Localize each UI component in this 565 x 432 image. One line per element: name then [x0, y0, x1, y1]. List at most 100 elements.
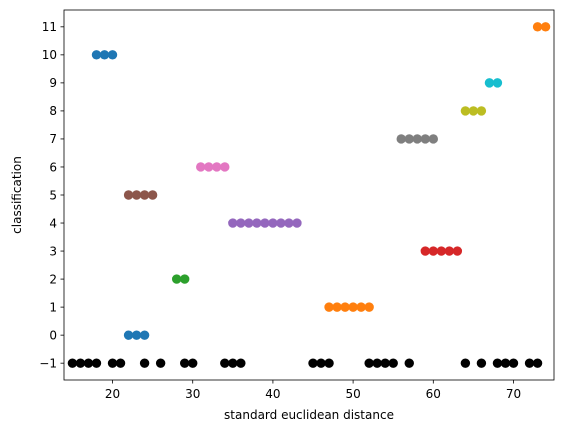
x-tick-label: 20 — [105, 387, 120, 401]
point-class-2-1 — [180, 274, 190, 284]
y-axis-label: classification — [10, 156, 24, 234]
point-class-8-0 — [460, 106, 471, 116]
point-class-3-1 — [428, 246, 438, 256]
point-class--1-8 — [180, 358, 190, 368]
point-class-6-0 — [196, 162, 206, 172]
point-class--1-15 — [324, 358, 334, 368]
y-tick-label: 5 — [49, 188, 57, 202]
point-class--1-9 — [188, 358, 198, 368]
point-class--1-27 — [532, 358, 543, 368]
point-class-1-4 — [356, 302, 366, 312]
point-class-3-3 — [444, 246, 455, 256]
point-class-9-1 — [492, 78, 503, 88]
x-tick-label: 30 — [185, 387, 200, 401]
point-class--1-19 — [388, 358, 398, 368]
point-class-4-7 — [284, 218, 294, 228]
point-class-8-2 — [476, 106, 487, 116]
point-class--1-6 — [139, 358, 150, 368]
point-class-10-1 — [99, 50, 110, 60]
y-tick-label: 0 — [49, 328, 57, 342]
point-class-4-1 — [236, 218, 246, 228]
y-tick-label: 8 — [49, 104, 57, 118]
point-class-4-0 — [228, 218, 238, 228]
y-axis-ticks: −1 0 1 2 3 4 5 6 7 8 9 10 11 — [39, 20, 64, 370]
point-class-9-0 — [484, 78, 495, 88]
point-class-7-2 — [412, 134, 422, 144]
data-points — [67, 22, 551, 368]
point-class--1-2 — [83, 358, 94, 368]
point-class-10-0 — [91, 50, 102, 60]
point-class-4-2 — [244, 218, 254, 228]
x-tick-label: 60 — [426, 387, 441, 401]
point-class--1-3 — [91, 358, 102, 368]
point-class--1-11 — [228, 358, 238, 368]
point-class-1-0 — [324, 302, 334, 312]
point-class-3-0 — [420, 246, 430, 256]
point-class--1-21 — [460, 358, 471, 368]
point-class-6-2 — [212, 162, 222, 172]
x-tick-label: 50 — [345, 387, 360, 401]
point-class--1-12 — [236, 358, 246, 368]
point-class-6-3 — [220, 162, 230, 172]
y-tick-label: 10 — [42, 48, 57, 62]
point-class--1-14 — [316, 358, 326, 368]
y-tick-label: 2 — [49, 272, 57, 286]
point-class-3-4 — [452, 246, 463, 256]
point-class-11-1 — [540, 22, 551, 32]
point-class--1-4 — [107, 358, 118, 368]
point-class-4-3 — [252, 218, 262, 228]
point-class-5-2 — [139, 190, 150, 200]
point-class-0-2 — [139, 330, 150, 340]
point-class-1-1 — [332, 302, 342, 312]
point-class--1-18 — [380, 358, 390, 368]
point-class-5-0 — [123, 190, 134, 200]
point-class--1-26 — [524, 358, 535, 368]
point-class-1-5 — [364, 302, 374, 312]
point-class-4-8 — [292, 218, 302, 228]
point-class--1-25 — [508, 358, 519, 368]
point-class-8-1 — [468, 106, 479, 116]
point-class--1-16 — [364, 358, 374, 368]
point-class--1-24 — [500, 358, 511, 368]
point-class--1-1 — [75, 358, 86, 368]
point-class-7-4 — [428, 134, 438, 144]
point-class-10-2 — [107, 50, 118, 60]
point-class--1-17 — [372, 358, 382, 368]
point-class--1-10 — [220, 358, 230, 368]
point-class--1-23 — [492, 358, 503, 368]
x-tick-label: 40 — [265, 387, 280, 401]
point-class-5-3 — [147, 190, 158, 200]
y-tick-label: 3 — [49, 244, 57, 258]
point-class-0-1 — [131, 330, 142, 340]
y-tick-label: 1 — [49, 300, 57, 314]
point-class-11-0 — [532, 22, 543, 32]
point-class-7-0 — [396, 134, 406, 144]
y-tick-label: 7 — [49, 132, 57, 146]
x-axis-ticks: 20 30 40 50 60 70 — [105, 380, 521, 401]
y-tick-label: −1 — [39, 356, 57, 370]
point-class-3-2 — [436, 246, 447, 256]
point-class--1-20 — [404, 358, 414, 368]
point-class-6-1 — [204, 162, 214, 172]
y-tick-label: 6 — [49, 160, 57, 174]
point-class-1-3 — [348, 302, 358, 312]
point-class--1-0 — [67, 358, 78, 368]
point-class--1-7 — [155, 358, 166, 368]
point-class-2-0 — [171, 274, 182, 284]
point-class-0-0 — [123, 330, 134, 340]
point-class-4-4 — [260, 218, 270, 228]
y-tick-label: 9 — [49, 76, 57, 90]
point-class--1-5 — [115, 358, 126, 368]
x-axis-label: standard euclidean distance — [224, 408, 394, 422]
point-class-4-5 — [268, 218, 278, 228]
x-tick-label: 70 — [506, 387, 521, 401]
point-class-7-1 — [404, 134, 414, 144]
y-tick-label: 11 — [42, 20, 57, 34]
point-class-5-1 — [131, 190, 142, 200]
point-class-1-2 — [340, 302, 350, 312]
point-class-7-3 — [420, 134, 430, 144]
point-class-4-6 — [276, 218, 286, 228]
point-class--1-22 — [476, 358, 487, 368]
point-class--1-13 — [308, 358, 318, 368]
